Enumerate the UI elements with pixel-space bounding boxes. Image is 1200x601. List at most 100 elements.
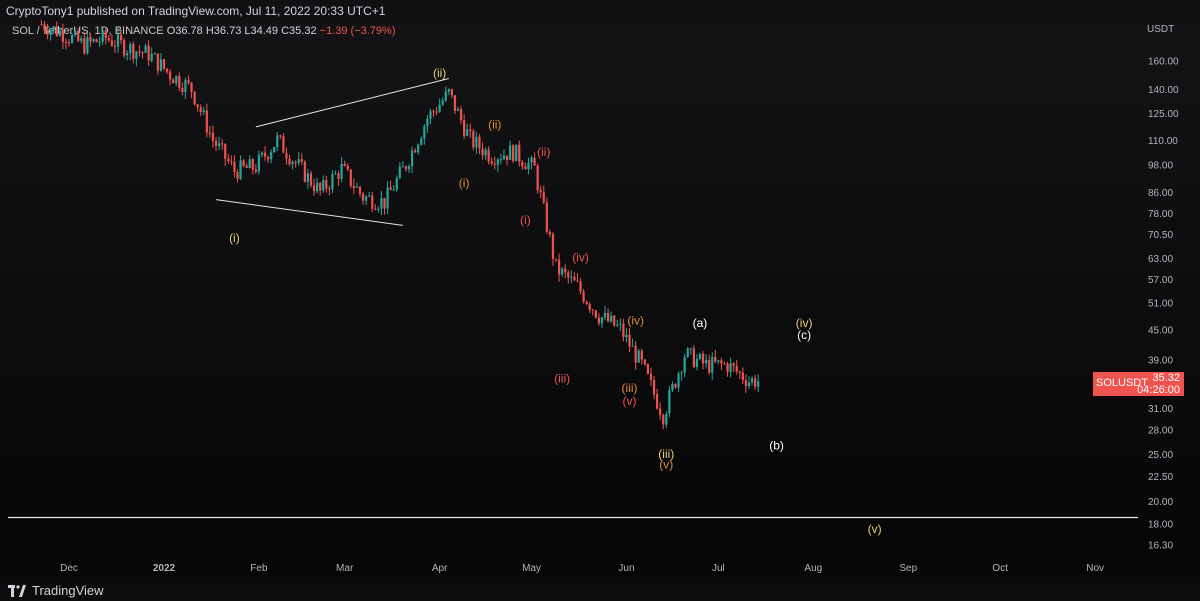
change-value: −1.39 (−3.79%) xyxy=(319,25,396,37)
candle xyxy=(426,114,429,133)
price-axis-label: 63.00 xyxy=(1148,254,1173,265)
candle xyxy=(98,36,101,47)
candle xyxy=(407,164,411,173)
candle xyxy=(221,138,224,151)
candle xyxy=(606,308,610,323)
candle xyxy=(643,358,646,366)
wave-label: (a) xyxy=(693,316,708,330)
candle xyxy=(410,146,414,174)
candle xyxy=(101,27,104,45)
candle xyxy=(750,376,754,386)
time-axis-label: Dec xyxy=(60,563,78,574)
candle xyxy=(545,197,548,235)
candle xyxy=(135,50,138,67)
wave-label: (iii) xyxy=(554,371,570,385)
candle xyxy=(254,163,257,174)
candle xyxy=(515,144,518,162)
candle xyxy=(380,191,383,216)
candle xyxy=(597,313,601,326)
wave-label: (v) xyxy=(868,522,882,536)
candle xyxy=(199,104,202,116)
wave-label: (ii) xyxy=(488,118,501,132)
candle xyxy=(466,123,469,137)
candle xyxy=(711,352,714,380)
candle xyxy=(334,170,337,175)
high-value: H36.73 xyxy=(205,25,242,37)
wave-label: (iv) xyxy=(572,250,589,264)
candle xyxy=(438,98,441,113)
candle xyxy=(214,137,218,152)
candle xyxy=(414,147,417,153)
candle xyxy=(610,311,613,324)
candle xyxy=(585,300,588,306)
candle xyxy=(656,388,659,410)
wave-label: (iii) xyxy=(658,447,674,461)
candle xyxy=(110,34,113,47)
candle xyxy=(147,40,150,66)
price-axis-label: 86.00 xyxy=(1148,188,1173,199)
candle xyxy=(208,125,212,138)
candle xyxy=(319,181,322,196)
candle xyxy=(668,385,671,418)
candle xyxy=(432,109,435,118)
time-axis-label: Jul xyxy=(712,563,725,574)
candle xyxy=(720,357,723,370)
candle xyxy=(567,270,570,284)
time-axis-label: Apr xyxy=(432,563,448,574)
price-axis-label: 45.00 xyxy=(1148,325,1173,336)
candle xyxy=(49,27,52,41)
candle xyxy=(316,177,319,194)
candle xyxy=(582,288,585,304)
candle xyxy=(692,345,695,368)
candle xyxy=(349,169,352,189)
candle xyxy=(594,309,597,319)
candle xyxy=(726,361,729,377)
candle xyxy=(521,159,524,170)
tradingview-logo[interactable]: TradingView xyxy=(8,583,104,598)
candle xyxy=(741,367,744,385)
candle xyxy=(119,29,123,45)
candle xyxy=(162,58,166,71)
candle xyxy=(193,91,196,106)
candle xyxy=(89,33,92,47)
time-axis-label: Oct xyxy=(992,563,1008,574)
candle xyxy=(398,162,401,180)
low-value: L34.49 xyxy=(244,25,279,37)
candle xyxy=(175,75,178,87)
candle xyxy=(613,315,616,327)
candle xyxy=(450,88,453,99)
candle xyxy=(392,185,395,191)
candle xyxy=(625,327,628,343)
candle xyxy=(714,349,717,364)
candle xyxy=(55,21,58,37)
candle xyxy=(708,354,711,375)
candle xyxy=(683,353,686,378)
tradingview-brand: TradingView xyxy=(32,583,104,598)
tradingview-logo-icon xyxy=(8,584,26,597)
candle xyxy=(46,23,49,40)
candle xyxy=(116,27,120,53)
candle xyxy=(649,367,653,386)
wave-label: (ii) xyxy=(537,145,550,159)
candle xyxy=(665,411,668,428)
price-tag-countdown: 04:26:00 xyxy=(1137,384,1180,396)
candle xyxy=(77,28,80,43)
candle xyxy=(267,155,270,163)
currency-label: USDT xyxy=(1147,24,1175,35)
candle xyxy=(107,34,110,43)
candle xyxy=(150,47,153,63)
candle xyxy=(496,157,499,172)
trendlines xyxy=(8,78,1138,519)
candle xyxy=(178,72,181,92)
candle xyxy=(481,142,484,160)
candle xyxy=(113,40,117,53)
candle xyxy=(441,97,444,107)
candle xyxy=(129,42,132,61)
candle xyxy=(236,169,239,183)
price-axis-label: 28.00 xyxy=(1148,426,1173,437)
wave-label: (ii) xyxy=(433,66,446,80)
candle xyxy=(374,204,377,211)
candle xyxy=(328,185,331,196)
candle xyxy=(43,21,46,35)
